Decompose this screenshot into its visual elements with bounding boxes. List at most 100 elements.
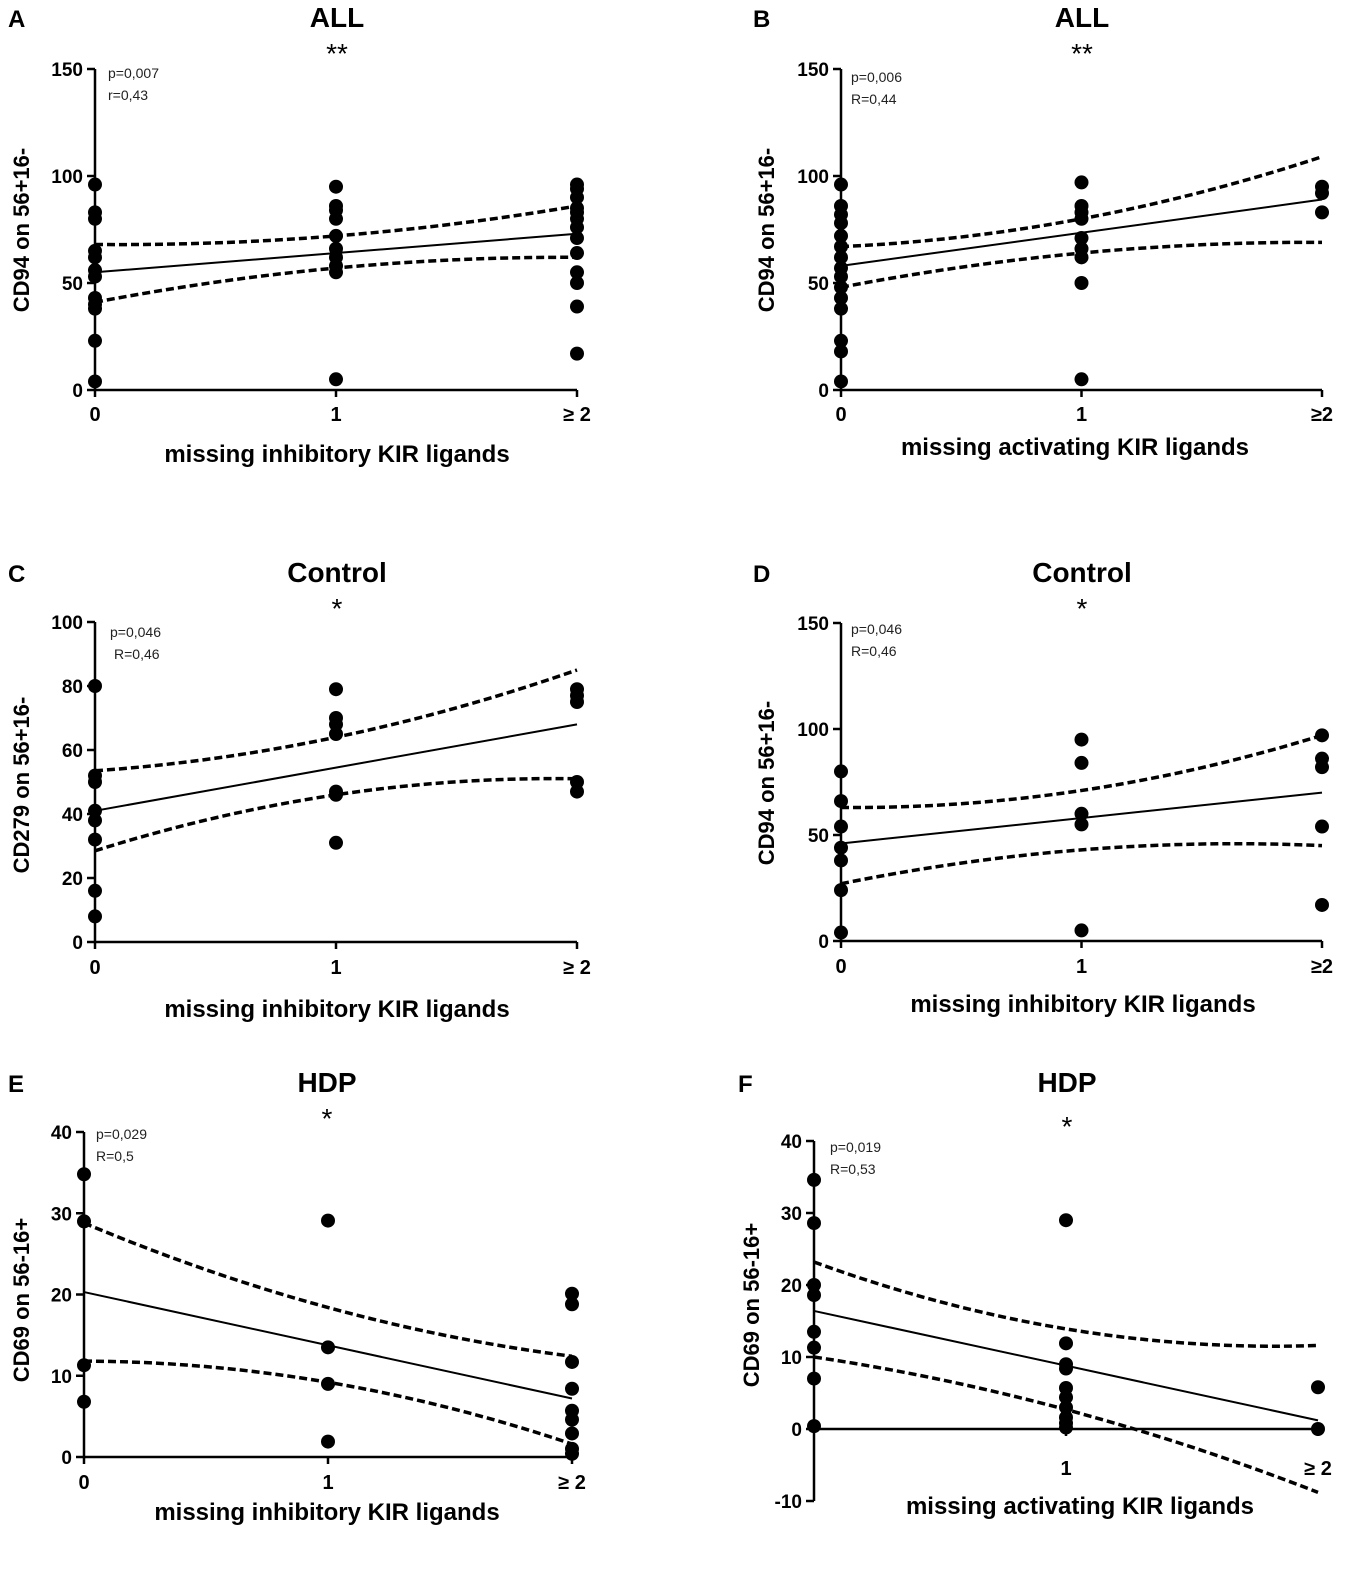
data-point [834, 269, 848, 284]
data-point [565, 1446, 579, 1461]
x-axis-label: missing activating KIR ligands [900, 434, 1250, 461]
data-point [1315, 205, 1329, 220]
y-tick-label: 150 [797, 614, 829, 635]
data-point [570, 246, 584, 261]
data-point [834, 883, 848, 898]
data-point [329, 228, 343, 243]
data-point [565, 1297, 579, 1312]
data-point [88, 301, 102, 316]
data-point [565, 1354, 579, 1369]
data-point [570, 775, 584, 789]
data-point [329, 211, 343, 226]
data-point [834, 228, 848, 243]
data-point [321, 1340, 335, 1355]
data-point [807, 1172, 821, 1187]
data-point [807, 1216, 821, 1231]
data-point [570, 231, 584, 246]
y-tick-label: 40 [781, 1132, 802, 1153]
data-point [1074, 806, 1089, 821]
chart-plot: 0 50 100 150 0 1 ≥ 2 [51, 60, 591, 426]
panel-E: E HDP * p=0,029 R=0,5 CD69 on 56-16+ mis… [0, 1065, 670, 1575]
significance-mark: * [1076, 593, 1088, 624]
chart-plot: 0 10 20 30 40 0 1 ≥ 2 [51, 1123, 586, 1494]
x-tick-label: 1 [1076, 404, 1087, 426]
data-point [834, 374, 848, 389]
y-tick-label: 0 [818, 381, 829, 402]
x-tick-label: 0 [835, 956, 846, 978]
data-point [329, 717, 343, 732]
r-value: R=0,44 [851, 91, 897, 107]
data-point [834, 239, 848, 254]
panel-title: ALL [309, 2, 365, 33]
data-point [88, 909, 102, 924]
data-point [1059, 1336, 1073, 1351]
data-point [834, 344, 848, 359]
data-point [807, 1278, 821, 1292]
data-point [329, 727, 343, 741]
data-point [834, 840, 848, 855]
data-point [1059, 1361, 1073, 1376]
panel-label: D [753, 561, 771, 588]
panel-title: Control [287, 557, 387, 588]
ci-lower-band [840, 841, 1323, 886]
data-point [570, 695, 584, 709]
panel-title: HDP [297, 1067, 357, 1098]
stats-box: p=0,029 R=0,5 [96, 1123, 147, 1167]
y-tick-label: 50 [808, 274, 829, 295]
data-point [329, 372, 343, 387]
data-point [1059, 1400, 1073, 1415]
panel-label: F [738, 1071, 753, 1098]
data-point [565, 1286, 579, 1301]
data-point [88, 679, 102, 693]
y-tick-label: 30 [51, 1204, 72, 1225]
data-point [807, 1340, 821, 1355]
p-value: p=0,046 [851, 621, 902, 637]
regression-line [94, 723, 578, 812]
data-point [565, 1381, 579, 1396]
r-value: R=0,5 [96, 1148, 134, 1164]
data-point [834, 794, 848, 809]
data-point [1074, 755, 1089, 770]
x-tick-label: ≥ 2 [1304, 1458, 1332, 1480]
panel-A: A ALL ** p=0,007 r=0,43 CD94 on 56+16- m… [0, 0, 670, 510]
data-point [88, 803, 102, 818]
data-point [570, 784, 584, 799]
y-tick-label: 0 [818, 932, 829, 953]
data-point [1059, 1420, 1073, 1435]
x-tick-label: ≥ 2 [563, 957, 591, 979]
significance-mark: * [1061, 1111, 1073, 1142]
data-point [834, 301, 848, 316]
data-point [88, 177, 102, 192]
data-point [88, 883, 102, 898]
chart-plot: 0 50 100 150 0 1 ≥2 [797, 60, 1333, 426]
data-point [834, 280, 848, 295]
data-point [77, 1358, 91, 1373]
data-point [1074, 372, 1089, 387]
x-tick-label: 1 [322, 1472, 333, 1494]
data-point [1074, 231, 1089, 246]
data-point [88, 775, 102, 789]
data-point [88, 333, 102, 348]
x-tick-label: ≥ 2 [563, 404, 591, 426]
significance-mark: ** [1071, 38, 1093, 69]
data-point [1074, 276, 1089, 290]
panel-F: F HDP * p=0,019 R=0,53 CD69 on 56-16+ mi… [730, 1065, 1350, 1575]
p-value: p=0,006 [851, 69, 902, 85]
data-point [1059, 1390, 1073, 1405]
y-tick-label: 100 [51, 167, 83, 188]
stats-box: p=0,007 r=0,43 [108, 62, 159, 106]
panel-title: HDP [1037, 1067, 1097, 1098]
panel-label: E [8, 1071, 25, 1098]
x-tick-label: 0 [835, 404, 846, 426]
y-tick-label: 150 [51, 60, 83, 81]
data-point [570, 346, 584, 361]
data-point [321, 1213, 335, 1228]
x-tick-label: 1 [330, 957, 341, 979]
data-point [807, 1324, 821, 1339]
data-point [77, 1394, 91, 1409]
stats-box: p=0,046 R=0,46 [851, 618, 902, 662]
data-point [834, 250, 848, 265]
y-tick-label: -10 [775, 1492, 802, 1513]
data-point [807, 1288, 821, 1303]
y-tick-label: 40 [62, 805, 83, 826]
